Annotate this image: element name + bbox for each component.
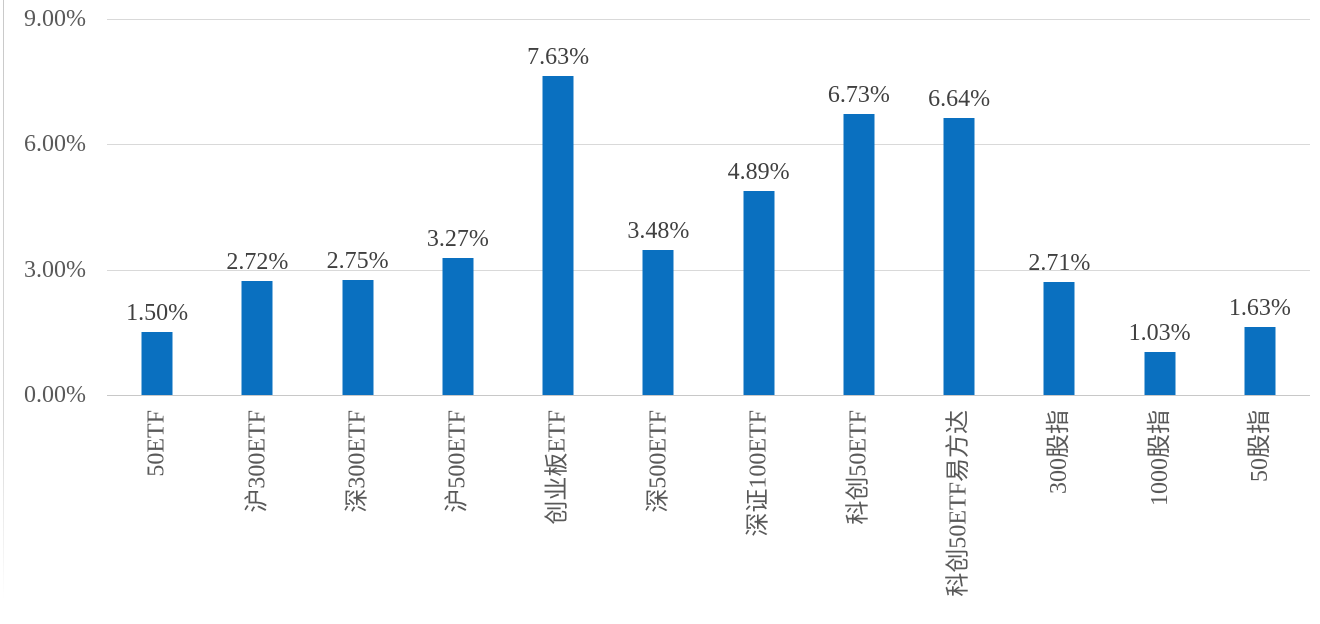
bar-slot: 3.48% 深500ETF	[608, 19, 708, 513]
bar	[943, 117, 975, 395]
category-label: 深证100ETF	[745, 410, 772, 537]
y-axis-tick-label: 0.00%	[24, 382, 86, 408]
bar-value-label: 1.03%	[1128, 319, 1191, 346]
bar-slot: 6.73% 科创50ETF	[809, 19, 909, 525]
bar-value-label: 2.75%	[326, 248, 389, 275]
bar-value-label: 3.48%	[627, 217, 690, 244]
bar-value-label: 4.89%	[727, 158, 790, 185]
gridline	[107, 269, 1310, 271]
gridline	[107, 19, 1310, 20]
category-label: 沪300ETF	[244, 410, 271, 513]
bar	[642, 249, 674, 395]
y-axis-tick-label: 3.00%	[24, 256, 86, 283]
bar	[141, 332, 173, 395]
bar-value-label: 1.50%	[126, 300, 189, 327]
category-label: 1000股指	[1146, 410, 1173, 506]
bar	[843, 113, 875, 395]
bar-slot: 1.63% 50股指	[1210, 19, 1310, 482]
figure-left-edge-line	[3, 0, 4, 600]
category-label: 沪500ETF	[444, 410, 471, 513]
y-axis: 9.00% 6.00% 3.00% 0.00%	[0, 6, 86, 408]
bar	[743, 190, 775, 395]
bar-value-label: 6.64%	[928, 85, 991, 112]
gridline	[107, 144, 1310, 146]
bar-slot: 2.75% 深300ETF	[308, 19, 408, 513]
bar-slot: 6.64% 科创50ETF易方达	[909, 19, 1009, 597]
bar-value-label: 7.63%	[527, 44, 590, 71]
bars-container: 1.50% 50ETF 2.72% 沪300ETF 2.75% 深300ETF 3.27% 沪…	[107, 19, 1310, 597]
bar	[1244, 326, 1276, 395]
bar	[241, 281, 273, 395]
y-axis-tick-label: 6.00%	[24, 131, 86, 158]
bar-slot: 1.50% 50ETF	[107, 19, 207, 476]
bar-value-label: 2.72%	[226, 249, 289, 276]
bar	[342, 280, 374, 395]
bar-slot: 1.03% 1000股指	[1110, 19, 1210, 506]
bar-value-label: 1.63%	[1228, 294, 1291, 321]
bar-slot: 4.89% 深证100ETF	[709, 19, 809, 537]
bar-slot: 3.27% 沪500ETF	[408, 19, 508, 512]
bar	[1144, 351, 1176, 395]
bar	[542, 76, 574, 395]
bar-value-label: 6.73%	[827, 81, 890, 108]
category-label: 科创50ETF易方达	[946, 410, 973, 597]
category-label: 创业板ETF	[545, 410, 572, 525]
bar-value-label: 3.27%	[426, 226, 489, 253]
plot-area: 1.50% 50ETF 2.72% 沪300ETF 2.75% 深300ETF 3.27% 沪…	[107, 19, 1310, 597]
category-label: 深300ETF	[344, 410, 371, 513]
category-label: 50股指	[1246, 410, 1273, 482]
category-label: 50ETF	[144, 410, 171, 477]
bar-slot: 2.71% 300股指	[1009, 19, 1109, 494]
bar-value-label: 2.71%	[1028, 249, 1091, 276]
bar	[442, 258, 474, 395]
category-label: 深500ETF	[645, 410, 672, 513]
bar	[1043, 281, 1075, 395]
bar-slot: 7.63% 创业板ETF	[508, 19, 608, 524]
category-label: 300股指	[1046, 410, 1073, 494]
category-label: 科创50ETF	[845, 410, 872, 525]
y-axis-tick-label: 9.00%	[24, 6, 86, 32]
bar-slot: 2.72% 沪300ETF	[207, 19, 307, 512]
